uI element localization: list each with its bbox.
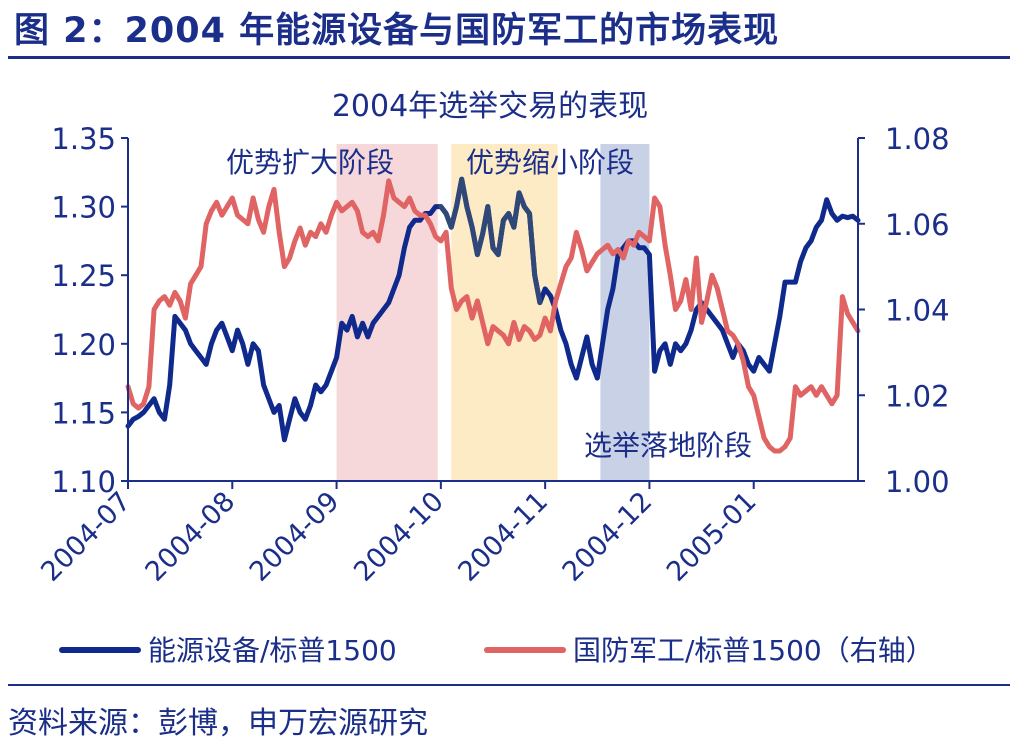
phase-band-2 — [451, 144, 558, 481]
x-tick-label-5: 2004-12 — [557, 486, 659, 588]
title-rule — [8, 56, 1010, 59]
right-tick-label-0: 1.00 — [885, 465, 950, 499]
x-tick-label-6: 2005-01 — [661, 486, 763, 588]
phase-label-1: 优势扩大阶段 — [226, 146, 394, 179]
x-tick-label-3: 2004-10 — [348, 486, 450, 588]
legend-label-2: 国防军工/标普1500（右轴） — [573, 634, 934, 667]
right-tick-label-2: 1.04 — [885, 294, 950, 328]
source-note: 资料来源：彭博，申万宏源研究 — [8, 706, 428, 741]
right-tick-label-3: 1.06 — [885, 208, 950, 242]
phase-label-2: 优势缩小阶段 — [466, 146, 634, 179]
right-tick-label-1: 1.02 — [885, 379, 950, 413]
phase-label-3: 选举落地阶段 — [584, 429, 752, 462]
x-tick-label-1: 2004-08 — [140, 486, 242, 588]
series-line-1-highlight — [438, 176, 543, 306]
chart-title: 2004年选举交易的表现 — [332, 89, 648, 124]
figure-title: 图 2：2004 年能源设备与国防军工的市场表现 — [14, 11, 780, 51]
legend-label-1: 能源设备/标普1500 — [148, 634, 397, 667]
left-tick-label-5: 1.35 — [51, 122, 116, 156]
left-tick-label-2: 1.20 — [51, 328, 116, 362]
left-tick-label-3: 1.25 — [51, 259, 116, 293]
legend: 能源设备/标普1500 国防军工/标普1500（右轴） — [59, 634, 934, 667]
x-tick-label-2: 2004-09 — [244, 486, 346, 588]
x-tick-label-0: 2004-07 — [35, 486, 137, 588]
left-tick-label-4: 1.30 — [51, 191, 116, 225]
series-lines — [125, 176, 861, 454]
right-tick-label-4: 1.08 — [885, 122, 950, 156]
footer-rule — [8, 684, 1010, 686]
series-line-2 — [125, 178, 861, 454]
left-tick-label-1: 1.15 — [51, 396, 116, 430]
left-tick-label-0: 1.10 — [51, 465, 116, 499]
x-tick-label-4: 2004-11 — [452, 486, 554, 588]
